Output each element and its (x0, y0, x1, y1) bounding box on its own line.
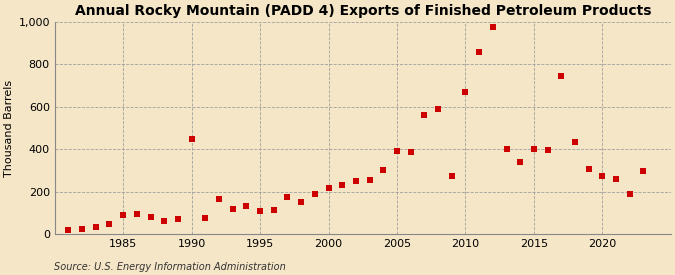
Point (419, 113, 430, 117)
Title: Annual Rocky Mountain (PADD 4) Exports of Finished Petroleum Products: Annual Rocky Mountain (PADD 4) Exports o… (74, 4, 651, 18)
Point (117, 213, 128, 217)
Point (433, 107, 443, 111)
Point (269, 207, 279, 212)
Point (392, 149, 402, 153)
Point (213, 197, 224, 201)
Point (597, 174, 608, 178)
Point (364, 178, 375, 182)
Point (77, 227, 88, 231)
Point (173, 217, 184, 221)
Point (556, 74, 567, 78)
Point (63, 227, 74, 232)
Point (474, 50, 485, 54)
Point (611, 177, 622, 181)
Point (378, 168, 389, 173)
Point (638, 169, 649, 174)
Point (186, 136, 197, 141)
Point (132, 212, 142, 216)
Point (542, 148, 553, 152)
Text: Source: U.S. Energy Information Administration: Source: U.S. Energy Information Administ… (54, 262, 286, 272)
Point (337, 183, 348, 188)
Point (145, 215, 156, 219)
Point (529, 147, 539, 152)
Point (241, 204, 252, 209)
Point (570, 140, 580, 144)
Point (296, 200, 306, 204)
Point (323, 186, 334, 191)
Point (583, 167, 594, 172)
Point (515, 160, 526, 164)
Point (282, 195, 293, 199)
Point (159, 219, 169, 224)
Point (350, 179, 361, 183)
Point (460, 90, 471, 94)
Point (487, 25, 498, 30)
Point (446, 174, 457, 178)
Y-axis label: Thousand Barrels: Thousand Barrels (4, 79, 14, 177)
Point (254, 208, 265, 213)
Point (104, 222, 115, 227)
Point (624, 191, 635, 196)
Point (227, 206, 238, 211)
Point (405, 150, 416, 155)
Point (90, 224, 101, 229)
Point (309, 191, 320, 196)
Point (200, 216, 211, 220)
Point (501, 147, 512, 152)
